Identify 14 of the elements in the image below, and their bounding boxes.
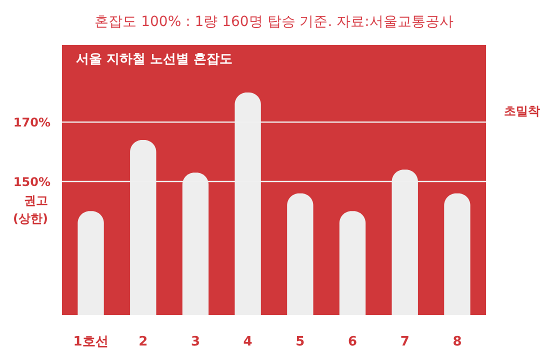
x-tick-label: 7 [400,334,410,350]
text: 서울 지하철 노선별 혼잡도 [76,52,233,67]
x-tick-label: 3 [190,334,200,350]
x-tick-label: 4 [243,334,252,350]
x-tick-label: 1호선 [73,334,108,350]
text: 초밀착 [504,104,540,118]
y-tick-label: 170% [13,116,50,130]
x-tick-label: 5 [296,334,305,350]
y-tick-label: 150% [13,174,50,189]
x-tick-label: 8 [452,334,462,350]
chart-title: 혼잡도 100% : 1량 160명 탑승 기준. 자료:서울교통공사 [94,14,454,30]
x-tick-label: 6 [348,334,358,350]
text: 권고 (상한) [13,193,48,226]
x-tick-label: 2 [138,334,148,350]
